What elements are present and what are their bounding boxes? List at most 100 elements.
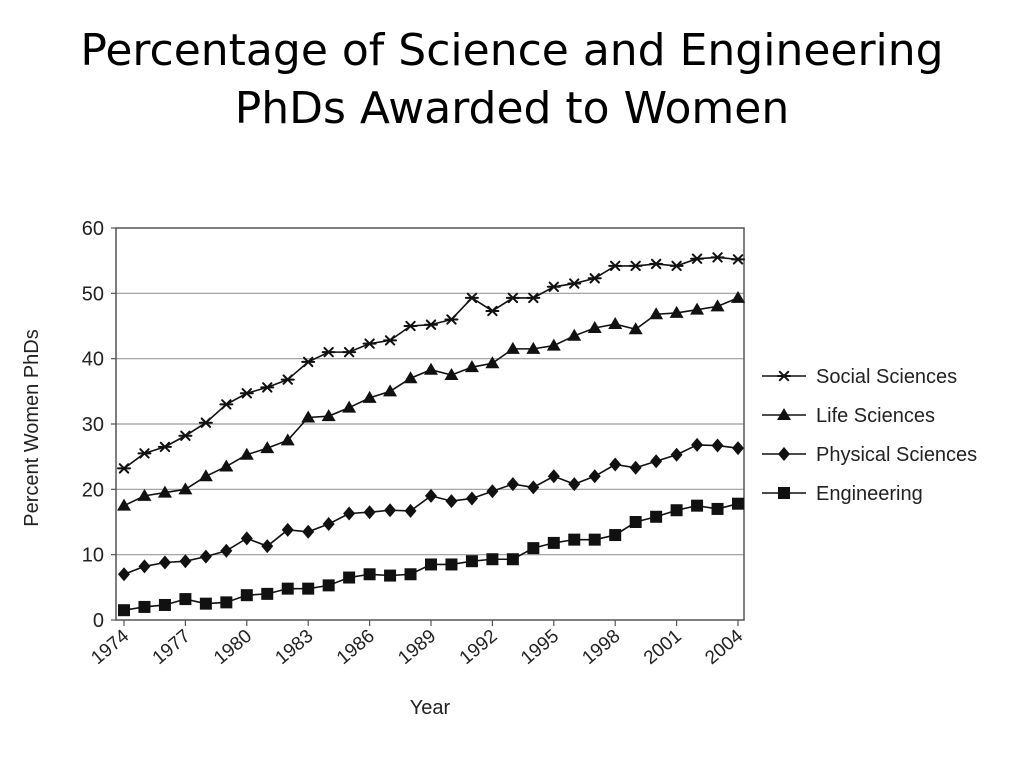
data-point [567,328,582,341]
data-point [280,433,295,446]
legend-item-life-sciences: Life Sciences [762,405,935,427]
data-point [239,447,254,460]
data-point [486,484,499,499]
y-axis: 0 10 20 30 40 50 60 [82,218,116,632]
data-point [464,292,479,304]
y-axis-label: Percent Women PhDs [21,329,43,527]
data-point [691,499,704,512]
data-point [465,491,478,506]
data-point [362,338,377,349]
series-physical-sciences [118,437,744,582]
series-social-sciences [117,252,745,474]
data-point [444,314,459,325]
data-point [547,536,560,549]
data-point [178,430,193,441]
data-point [424,362,438,375]
data-point [527,480,540,495]
data-point [669,305,684,318]
legend-marker [777,370,791,382]
data-point [425,558,437,571]
x-tick-label: 1986 [333,626,379,669]
data-point [321,409,336,422]
data-point [260,382,275,393]
data-point [711,438,724,453]
data-point [670,447,683,462]
x-axis-label: Year [410,697,451,719]
x-tick-label: 2004 [701,625,747,669]
slide-title-line-2: PhDs Awarded to Women [234,83,790,134]
data-point [568,477,581,492]
data-point [322,516,335,531]
x-tick-label: 1977 [149,626,195,669]
data-point [690,302,705,315]
data-point [363,505,376,520]
y-tick-label: 10 [82,545,104,567]
data-point [158,555,171,570]
x-tick-label: 1989 [394,626,440,669]
legend-label: Engineering [816,483,923,505]
y-tick-label: 0 [93,610,104,632]
data-point [179,554,192,569]
data-point [711,502,724,515]
data-point [486,553,499,566]
x-tick-label: 1983 [272,626,318,669]
legend-item-engineering: Engineering [762,483,923,505]
data-point [588,469,601,484]
data-point [302,524,315,539]
data-point [403,320,418,332]
data-point [157,441,172,453]
data-point [220,543,233,558]
data-point [609,457,622,472]
data-point [650,510,663,523]
data-point [383,384,398,397]
gridlines [116,292,744,556]
data-point [384,569,397,582]
x-tick-label: 1980 [210,626,256,669]
data-point [219,399,234,410]
series-group [117,252,745,617]
data-point [567,278,582,289]
data-point [219,459,234,472]
legend-label: Life Sciences [816,405,935,427]
data-point [362,390,377,403]
data-point [199,549,212,564]
data-point [505,341,520,354]
legend: Social Sciences Life Sciences Physical Sci… [762,366,977,505]
data-point [157,485,172,498]
data-point [199,597,212,610]
data-point [117,463,131,474]
data-point [588,533,601,546]
data-point [568,533,581,546]
data-point [547,469,560,484]
data-point [546,338,561,351]
data-point [670,504,683,517]
series-line-life-sciences [123,297,739,507]
data-point [198,469,213,482]
data-point [731,290,745,303]
data-point [608,317,623,330]
data-point [404,503,417,518]
data-point [650,454,663,469]
data-point [691,437,704,452]
legend-item-social-sciences: Social Sciences [762,366,957,388]
data-point [404,568,417,581]
legend-item-physical-sciences: Physical Sciences [762,444,977,466]
data-point [280,374,295,385]
data-point [158,598,171,611]
x-tick-label: 2001 [640,626,686,669]
data-point [138,559,151,574]
data-point [527,542,540,555]
data-point [690,253,705,264]
x-tick-label: 1992 [456,626,502,669]
data-point [485,356,500,369]
data-point [628,322,643,335]
data-point [505,292,520,304]
x-tick-label: 1974 [87,625,133,669]
data-point [587,273,602,284]
data-point [629,516,642,528]
y-tick-label: 50 [82,283,104,305]
slide-title: Percentage of Science and Engineering Ph… [0,22,1024,138]
data-point [587,320,602,333]
y-tick-label: 30 [82,414,104,436]
